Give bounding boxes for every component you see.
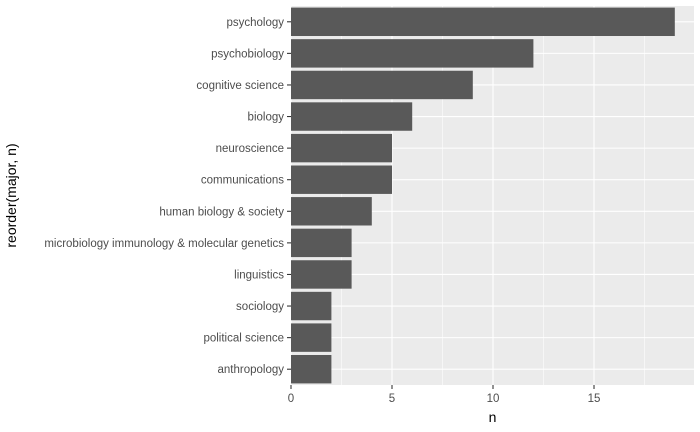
bar [291,165,393,194]
bar [291,102,413,131]
y-tick-label: sociology [236,301,284,313]
y-tick-label: communications [201,175,284,187]
y-tick-label: psychobiology [211,48,284,60]
x-axis: 0 5 10 15 [288,385,601,405]
y-tick-label: anthropology [218,364,285,376]
bar [291,354,332,384]
y-tick-label: linguistics [234,269,284,281]
bar [291,260,352,289]
bar [291,228,352,258]
y-tick-label: microbiology immunology & molecular gene… [44,238,284,250]
y-tick-label: cognitive science [196,80,284,92]
bar [291,133,393,163]
y-tick-label: psychology [226,17,284,29]
y-axis-title: reorder(major, n) [3,143,19,247]
x-axis-title: n [489,409,497,425]
y-tick-label: neuroscience [216,143,284,155]
y-tick-label: political science [203,333,284,345]
bar [291,291,332,321]
bar [291,323,332,352]
bar [291,7,675,37]
bar [291,197,372,226]
bars [291,7,675,384]
x-tick-label: 15 [588,393,601,405]
x-tick-label: 5 [389,393,395,405]
x-tick-label: 0 [288,393,294,405]
bar [291,39,534,68]
bar [291,70,473,100]
y-axis: psychology psychobiology cognitive science… [44,17,291,376]
x-tick-label: 10 [487,393,500,405]
y-tick-label: biology [248,112,285,124]
y-tick-label: human biology & society [159,206,284,218]
